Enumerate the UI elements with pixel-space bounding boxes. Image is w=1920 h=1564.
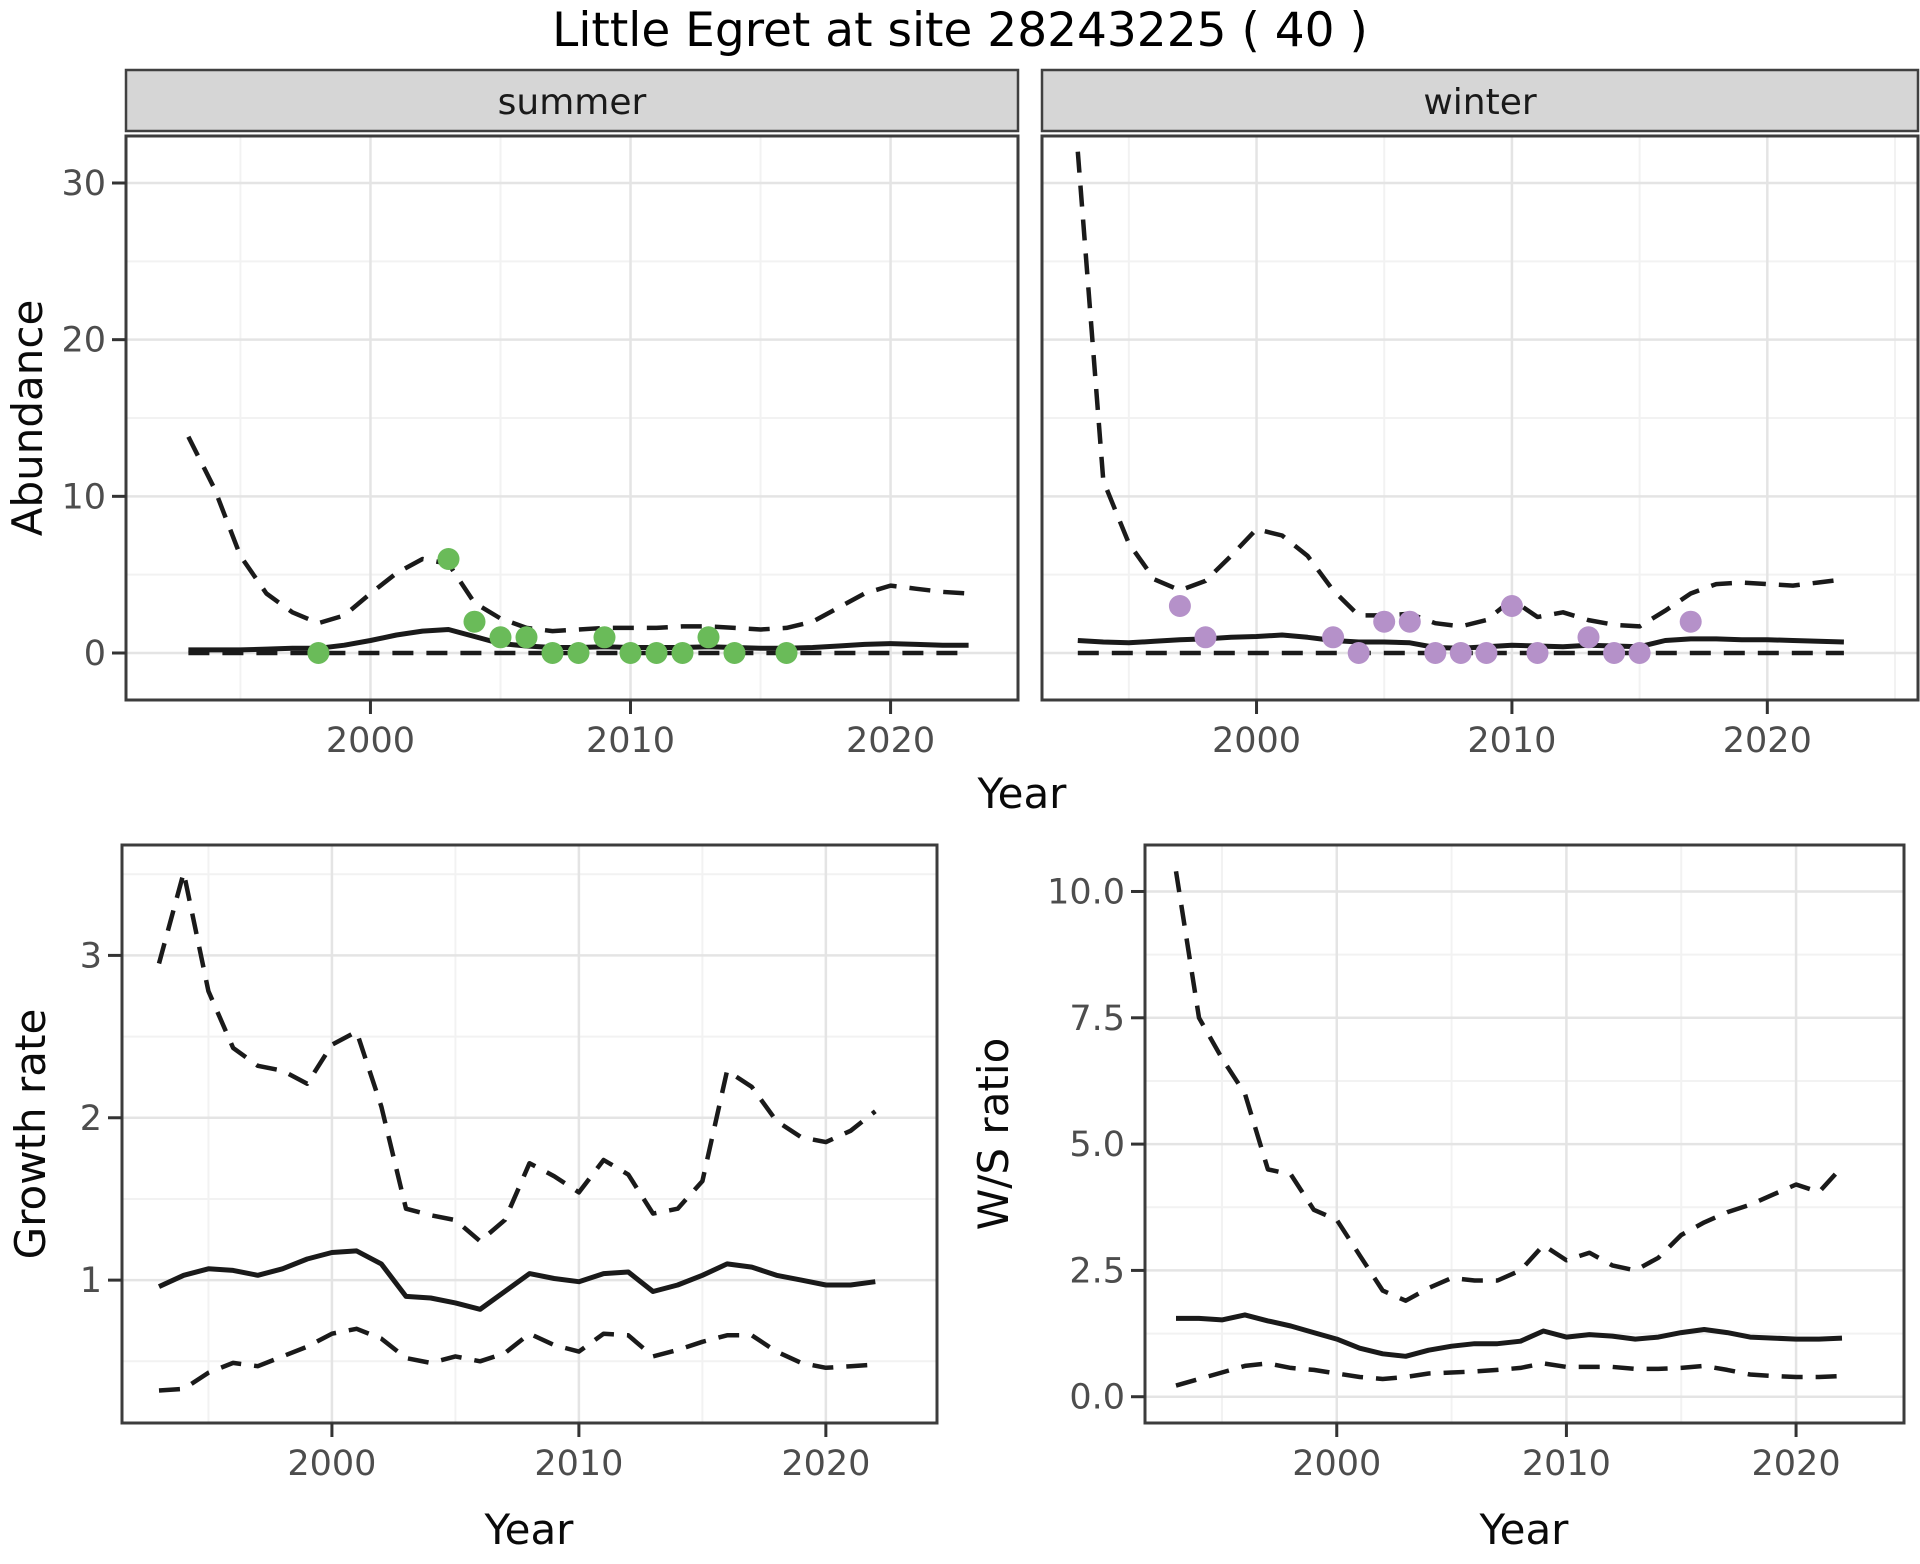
facet-strips: summer winter [124, 68, 1920, 133]
summer-counts-point [515, 626, 538, 649]
growth-rate-x-axis-title: Year [484, 1505, 575, 1554]
panel-border [120, 843, 939, 1425]
summer-counts-point [697, 626, 720, 649]
x-tick-label: 2000 [287, 1444, 376, 1484]
x-tick-label: 2020 [1723, 721, 1812, 761]
growth-rate-y-axis-title: Growth rate [6, 1009, 55, 1260]
summer-counts-point [463, 610, 486, 633]
y-tick-label: 7.5 [1069, 999, 1125, 1039]
top-row-x-axis-title: Year [977, 769, 1068, 818]
winter-counts-point [1577, 626, 1600, 649]
growth-rate-median-line [157, 1248, 876, 1312]
summer-counts-point [775, 642, 798, 664]
x-tick-label: 2010 [1467, 721, 1556, 761]
y-tick-label: 20 [61, 321, 106, 361]
winter-counts-point [1168, 595, 1191, 617]
winter-counts-point [1603, 642, 1626, 664]
winter-counts-point [1373, 610, 1396, 633]
y-tick-label: 1 [80, 1261, 102, 1301]
summer-counts-point [307, 642, 330, 664]
winter-counts-point [1628, 642, 1651, 664]
winter-counts-point [1424, 642, 1447, 664]
winter-counts-point [1347, 642, 1370, 664]
x-tick-label: 2000 [1212, 721, 1301, 761]
y-tick-label: 2.5 [1069, 1251, 1125, 1291]
winter-strip [1040, 68, 1920, 133]
growth-rate-upper-95ci-line [156, 870, 877, 1244]
winter-counts-point [1526, 642, 1549, 664]
x-tick-label: 2020 [781, 1444, 870, 1484]
winter-counts-point [1500, 595, 1523, 617]
panel-border [124, 134, 1020, 702]
summer-counts-point [437, 548, 460, 570]
panel-border [1143, 843, 1906, 1425]
summer-strip [124, 68, 1020, 133]
y-tick-label: 30 [61, 164, 106, 204]
x-tick-label: 2000 [1292, 1444, 1381, 1484]
summer-counts-point [593, 626, 616, 649]
panel-ws-ratio: 2000 2010 2020 0.0 2.5 5.0 7.5 10.0 [1047, 843, 1906, 1484]
ws-ratio-y-axis-title: W/S ratio [969, 1038, 1018, 1231]
plot-title: Little Egret at site 28243225 ( 40 ) [552, 3, 1368, 58]
summer-counts-point [671, 642, 694, 664]
summer-counts-point [541, 642, 564, 664]
winter-counts-point [1449, 642, 1472, 664]
summer-counts-point [645, 642, 668, 664]
abundance-y-axis-title: Abundance [3, 300, 52, 537]
panel-abundance-summer: 2000 2010 2020 0 10 20 30 [61, 134, 1020, 761]
summer-counts-point [567, 642, 590, 664]
x-tick-label: 2020 [846, 721, 935, 761]
abundance-winter-upper-95ci-line [1075, 151, 1845, 629]
x-tick-label: 2010 [1522, 1444, 1611, 1484]
panel-growth-rate: 2000 2010 2020 1 2 3 [80, 843, 939, 1484]
summer-counts-point [619, 642, 642, 664]
winter-counts-point [1475, 642, 1498, 664]
y-tick-label: 0 [84, 634, 106, 674]
y-tick-label: 10 [61, 477, 106, 517]
winter-counts-point [1679, 610, 1702, 633]
growth-rate-lower-95ci-line [158, 1326, 876, 1393]
y-tick-label: 0.0 [1069, 1378, 1125, 1418]
y-tick-label: 5.0 [1069, 1125, 1125, 1165]
x-tick-label: 2010 [586, 721, 675, 761]
x-tick-label: 2020 [1752, 1444, 1841, 1484]
y-tick-label: 3 [80, 936, 102, 976]
x-tick-label: 2010 [534, 1444, 623, 1484]
ws-ratio-x-axis-title: Year [1479, 1505, 1570, 1554]
x-tick-label: 2000 [326, 721, 415, 761]
winter-counts-point [1194, 626, 1217, 649]
panel-border [1040, 134, 1920, 702]
summer-strip-label: summer [498, 82, 647, 123]
winter-strip-label: winter [1423, 82, 1537, 123]
y-tick-label: 2 [80, 1099, 102, 1139]
summer-counts-point [489, 626, 512, 649]
ws-ratio-median-line [1176, 1312, 1843, 1359]
summer-counts-point [723, 642, 746, 664]
winter-counts-point [1322, 626, 1345, 649]
panel-abundance-winter: 2000 2010 2020 [1040, 134, 1920, 761]
ws-ratio-upper-95ci-line [1173, 870, 1844, 1303]
ws-ratio-lower-95ci-line [1175, 1361, 1843, 1388]
y-tick-label: 10.0 [1047, 872, 1125, 912]
winter-counts-point [1398, 610, 1421, 633]
